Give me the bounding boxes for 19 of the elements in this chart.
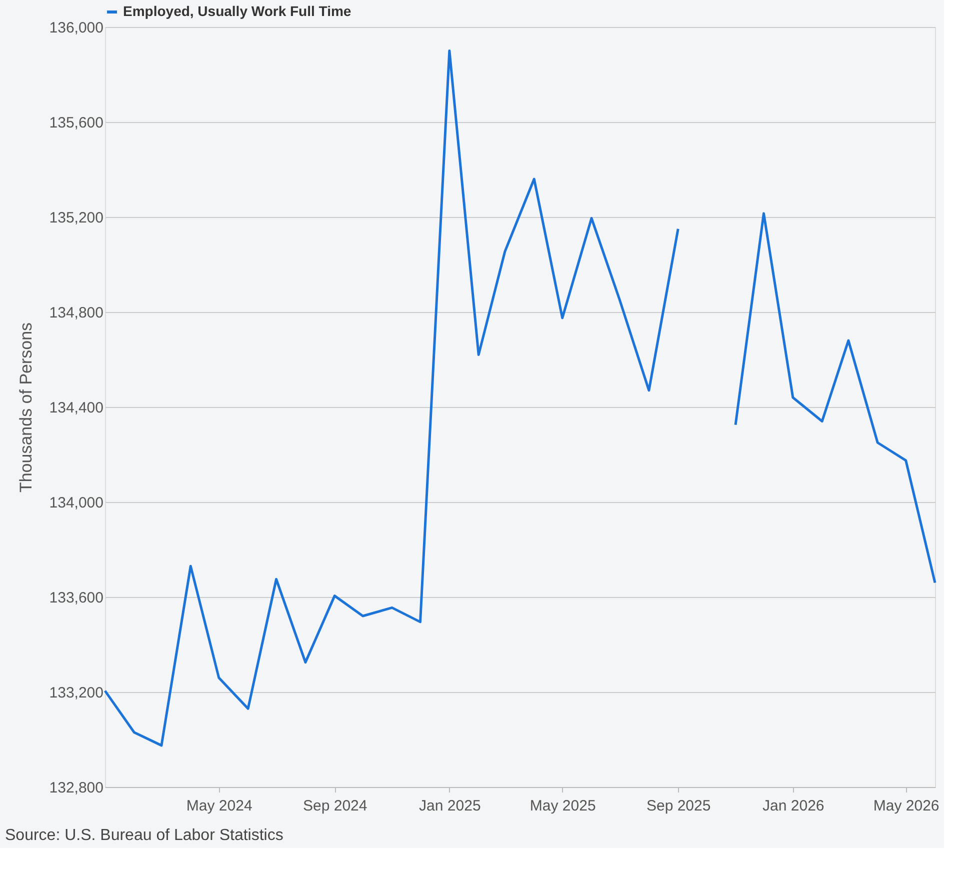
x-tick-label: May 2025 (530, 798, 596, 814)
x-tick-label: Sep 2024 (302, 798, 368, 814)
y-tick-label: 134,000 (49, 494, 104, 512)
y-tick-label: 133,600 (49, 590, 104, 606)
x-tick-label: Sep 2025 (646, 798, 711, 814)
y-tick-label: 133,200 (49, 684, 104, 702)
source-note: Source: U.S. Bureau of Labor Statistics (5, 827, 284, 844)
y-tick-label: 135,200 (49, 210, 104, 226)
x-tick-label: May 2026 (873, 798, 940, 814)
y-tick-label: 134,800 (49, 304, 104, 322)
y-tick-label: 135,600 (49, 114, 104, 132)
y-tick-label: 134,400 (49, 400, 104, 416)
x-tick-label: Jan 2025 (419, 798, 481, 814)
legend-label: Employed, Usually Work Full Time (123, 3, 352, 19)
y-tick-label: 132,800 (49, 780, 104, 796)
x-tick-label: Jan 2026 (762, 798, 824, 814)
x-tick-label: May 2024 (186, 798, 252, 814)
y-tick-label: 136,000 (49, 20, 104, 36)
y-axis-title: Thousands of Persons (16, 322, 36, 493)
